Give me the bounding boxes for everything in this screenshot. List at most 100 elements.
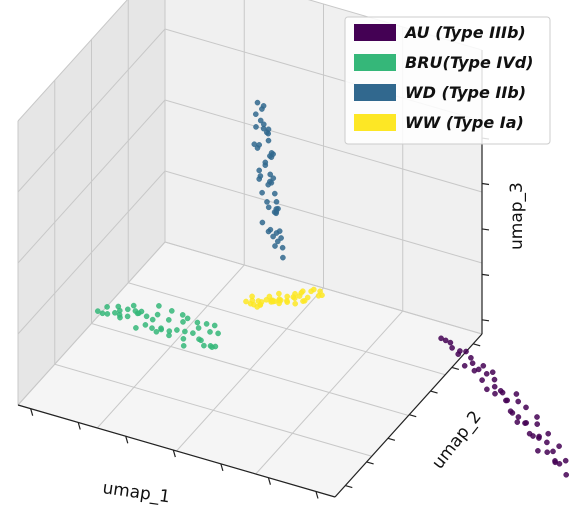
left-grid-line: [17, 28, 166, 193]
data-point: [449, 345, 455, 351]
y-tick: [409, 414, 417, 418]
data-point: [273, 198, 280, 205]
data-point: [207, 343, 214, 349]
data-point: [184, 315, 191, 322]
series-points: [243, 286, 325, 310]
data-point: [179, 312, 186, 318]
data-point: [180, 335, 187, 342]
data-point: [165, 317, 172, 323]
floor-grid-line: [96, 264, 245, 429]
legend-label: WD (Type IIb): [405, 83, 526, 102]
data-point: [301, 297, 308, 304]
data-point: [483, 370, 490, 377]
data-point: [256, 167, 263, 174]
data-point: [262, 159, 269, 166]
z-tick: [481, 273, 490, 276]
data-point: [201, 342, 207, 349]
data-point: [124, 313, 131, 320]
data-point: [489, 369, 496, 376]
data-point: [442, 337, 449, 344]
data-point: [180, 319, 186, 325]
data-point: [536, 435, 542, 441]
data-point: [265, 228, 272, 235]
data-point: [504, 397, 511, 404]
legend-swatch: [354, 114, 396, 131]
data-point: [95, 308, 101, 314]
data-point: [174, 327, 180, 333]
data-point: [544, 449, 551, 456]
data-point: [552, 458, 558, 464]
data-point: [143, 313, 150, 320]
floor-grid-line: [128, 282, 446, 376]
data-point: [125, 306, 131, 313]
z-tick: [481, 182, 490, 186]
data-point: [264, 199, 270, 205]
data-point: [475, 366, 482, 373]
data-point: [149, 325, 155, 331]
y-tick: [451, 366, 460, 370]
data-point: [207, 329, 213, 335]
data-point: [526, 430, 533, 437]
data-point: [276, 290, 282, 297]
z-tick: [481, 228, 490, 231]
back-grid-line: [164, 99, 483, 193]
y-tick: [387, 437, 396, 441]
data-point: [298, 289, 305, 296]
data-point: [104, 304, 110, 310]
x-tick: [77, 422, 81, 430]
y-tick: [366, 461, 374, 465]
data-point: [278, 235, 284, 241]
data-point: [265, 137, 272, 144]
legend-label: BRU(Type IVd): [405, 53, 534, 72]
data-point: [455, 351, 462, 357]
data-point: [290, 294, 297, 300]
data-point: [257, 117, 264, 124]
x-tick: [220, 463, 224, 472]
data-point: [133, 325, 139, 331]
series-points: [251, 99, 286, 261]
data-point: [180, 342, 187, 349]
data-point: [251, 141, 258, 147]
legend-label: AU (Type IIIb): [403, 23, 526, 42]
data-point: [279, 244, 286, 251]
data-point: [260, 121, 267, 128]
data-point: [149, 316, 156, 323]
series-points: [438, 335, 570, 478]
data-point: [438, 335, 444, 342]
legend-swatch: [354, 54, 396, 71]
x-tick: [172, 449, 176, 458]
x-tick: [315, 491, 319, 499]
legend-swatch: [354, 24, 396, 41]
data-point: [99, 310, 106, 317]
data-point: [492, 390, 498, 397]
data-point: [550, 448, 556, 455]
y-tick: [473, 343, 481, 347]
floor-grid-line: [164, 241, 483, 335]
data-point: [463, 348, 469, 355]
data-point: [265, 126, 272, 133]
data-point: [168, 308, 175, 314]
data-point: [252, 111, 259, 117]
data-point: [265, 204, 272, 211]
data-point: [255, 298, 262, 304]
x-axis-label: umap_1: [101, 478, 171, 507]
data-point: [259, 219, 266, 226]
data-point: [254, 99, 261, 106]
data-point: [211, 322, 218, 329]
left-grid-line: [17, 99, 166, 264]
data-point: [484, 386, 490, 393]
data-point: [274, 238, 281, 245]
data-points: [95, 99, 570, 478]
data-point: [515, 414, 522, 420]
data-point: [132, 308, 139, 314]
y-axis-line: [334, 333, 483, 498]
data-point: [468, 354, 474, 361]
series-points: [95, 302, 221, 350]
data-point: [273, 206, 280, 212]
data-point: [166, 332, 172, 339]
data-point: [266, 293, 273, 300]
data-point: [267, 171, 274, 178]
data-point: [461, 362, 468, 369]
data-point: [310, 286, 317, 293]
